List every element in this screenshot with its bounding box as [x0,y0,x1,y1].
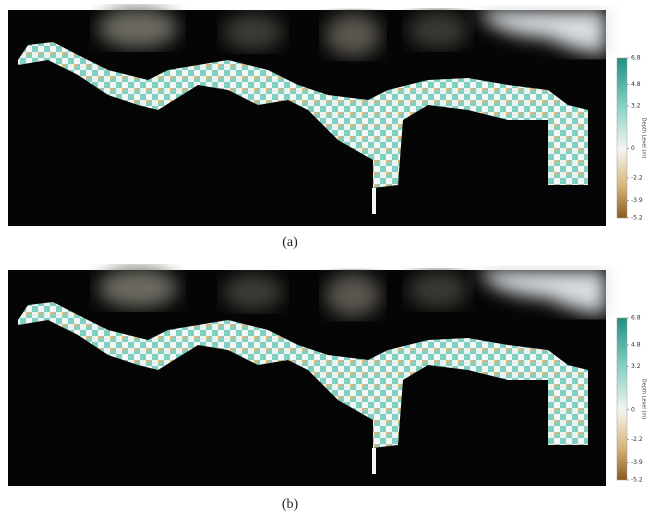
colorbar-tick-label: 6.8 [631,55,641,62]
colorbar-tick-label: -5.2 [631,215,643,222]
colorbar-tick-label: 0 [631,406,635,413]
colorbar-tick-label: -3.9 [631,197,643,204]
colorbar-tick-label: 3.2 [631,103,641,110]
colorbar-tick-label: -2.2 [631,175,643,182]
colorbar-tick-label: 3.2 [631,363,641,370]
colorbar-label: Depth Level (m) [641,379,647,419]
map-panel-a [8,8,606,226]
colorbar-tick-label: 4.8 [631,81,641,88]
panel-caption: (b) [282,497,299,512]
colorbar-tick-label: -3.9 [631,459,643,466]
colorbar-tick-label: 6.8 [631,315,641,322]
colorbar-tick-label: -5.2 [631,477,643,484]
colorbar-label: Depth Level (m) [641,118,647,158]
colorbar-tick-label: 0 [631,145,635,152]
colorbar [617,58,627,218]
map-panel-b [8,268,606,486]
figure: 6.8 4.8 3.2 0 -2.2 -3.9 -5.2 Depth Level (m) (a)… [0,0,650,516]
colorbar-tick-label: 4.8 [631,342,641,349]
colorbar [617,318,627,480]
colorbar-tick-label: -2.2 [631,436,643,443]
panel-caption: (a) [282,235,298,250]
